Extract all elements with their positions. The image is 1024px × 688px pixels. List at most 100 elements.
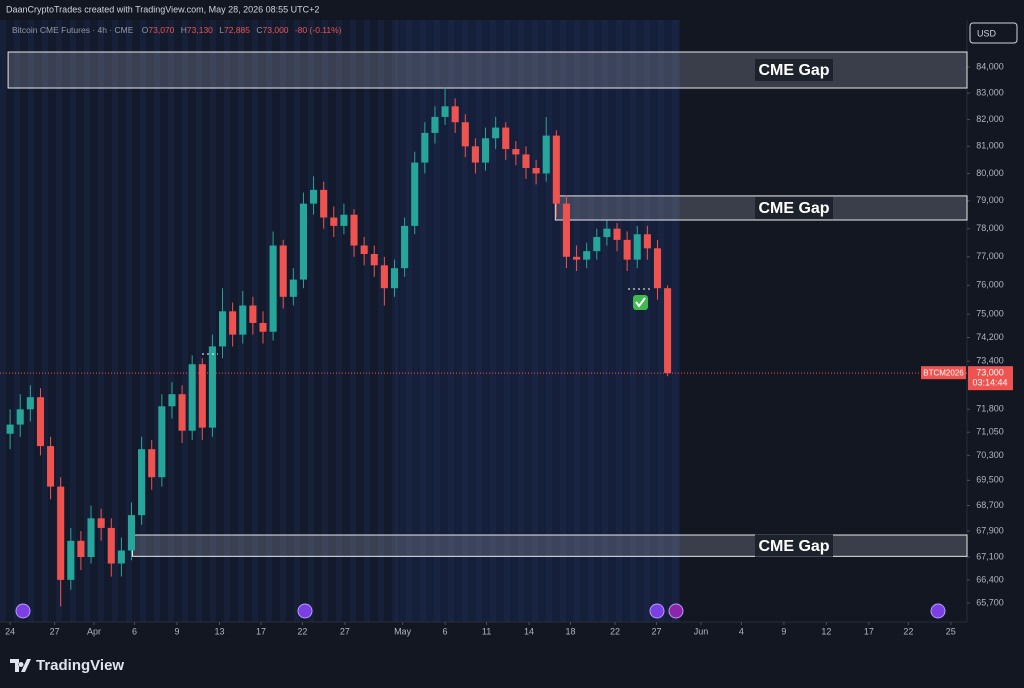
x-tick-label: 27 — [340, 626, 350, 636]
x-tick-label: 22 — [297, 626, 307, 636]
candle-body — [562, 203, 570, 257]
event-icon[interactable] — [649, 603, 665, 619]
x-tick-label: 27 — [651, 626, 661, 636]
ohlc-key: L — [219, 25, 224, 35]
symbol-tag-bg — [921, 366, 966, 380]
candle-body — [148, 449, 156, 478]
x-tick-label: 12 — [821, 626, 831, 636]
candle-body — [299, 203, 307, 280]
candle-body — [502, 127, 510, 150]
event-icons — [15, 603, 946, 619]
event-icon[interactable] — [297, 603, 313, 619]
candle-body — [279, 245, 287, 297]
candle-body — [188, 364, 196, 431]
ohlc-value: 73,130 — [187, 25, 213, 35]
x-tick-label: 9 — [175, 626, 180, 636]
candle-body — [269, 245, 277, 332]
symbol-title: Bitcoin CME Futures · 4h · CME — [12, 25, 134, 35]
candle-body — [653, 248, 662, 289]
candle-body — [138, 449, 146, 516]
gap-label-bg — [755, 59, 833, 82]
ohlc-key: H — [181, 25, 187, 35]
candle-body — [573, 256, 581, 260]
candle-body — [542, 135, 550, 174]
x-tick-label: 25 — [946, 626, 956, 636]
y-tick-label: 67,100 — [976, 551, 1004, 561]
candle-body — [481, 138, 490, 163]
y-tick-label: 80,000 — [976, 168, 1004, 178]
candle-body — [36, 397, 45, 447]
candle-body — [522, 154, 530, 168]
candle-body — [208, 346, 216, 428]
candle-body — [218, 311, 227, 347]
y-tick-label: 66,400 — [976, 574, 1004, 584]
gap-zone — [132, 534, 968, 557]
symbol-tag: BTCM2026 — [923, 368, 964, 377]
candle-body — [532, 167, 540, 174]
candle-body — [330, 217, 338, 226]
candle-body — [512, 149, 520, 155]
candle-body — [77, 540, 85, 558]
candle-body — [249, 305, 257, 323]
candle-body — [16, 409, 24, 425]
candle-body — [168, 394, 176, 407]
x-tick-label: 24 — [5, 626, 15, 636]
y-tick-label: 77,000 — [976, 251, 1004, 261]
x-tick-label: 9 — [781, 626, 786, 636]
candle-body — [401, 225, 409, 269]
y-tick-label: 84,000 — [976, 61, 1004, 71]
x-tick-label: 6 — [443, 626, 448, 636]
candle-body — [178, 394, 186, 431]
y-tick-label: 65,700 — [976, 597, 1004, 607]
ohlc-key: O — [142, 25, 149, 35]
change: -80 (-0.11%) — [295, 25, 342, 35]
x-tick-label: 22 — [610, 626, 620, 636]
x-tick-label: 11 — [482, 626, 491, 636]
plot: 84,000 83,000 82,000 81,000 80,000 79,000 78,0… — [0, 51, 1013, 636]
candle-body — [107, 527, 115, 564]
y-tick-label: 68,700 — [976, 500, 1004, 510]
event-icon[interactable] — [15, 603, 31, 619]
event-icon[interactable] — [930, 603, 946, 619]
y-tick-label: 82,000 — [976, 114, 1004, 124]
candle-body — [57, 486, 65, 580]
x-tick-label: 14 — [524, 626, 534, 636]
candle-body — [633, 234, 641, 260]
y-tick-label: 73,400 — [976, 356, 1004, 366]
last-price-bg — [968, 366, 1013, 391]
candle-body — [97, 518, 105, 528]
ohlc-value: 73,000 — [263, 25, 289, 35]
gap-label-bg — [755, 534, 833, 557]
event-icon[interactable] — [668, 603, 684, 619]
candle-body — [229, 311, 237, 335]
currency-box[interactable] — [969, 22, 1018, 44]
candle-body — [411, 162, 419, 226]
x-tick-label: 13 — [214, 626, 224, 636]
candle-body — [350, 214, 358, 246]
candle-body — [47, 446, 55, 487]
logo-mark — [10, 659, 31, 672]
candle-body — [664, 288, 672, 374]
ohlc-value: 73,070 — [148, 25, 174, 35]
y-tick-label: 74,200 — [976, 332, 1004, 342]
footer: TradingView — [36, 657, 124, 674]
candle-body — [451, 106, 459, 123]
candle-body — [431, 116, 439, 133]
candle-body — [127, 515, 136, 551]
y-tick-label: 78,000 — [976, 223, 1004, 233]
candle-body — [289, 279, 297, 297]
candle-body — [67, 540, 75, 580]
footer-logo — [10, 659, 31, 672]
countdown: 03:14:44 — [972, 378, 1007, 388]
y-tick-label: 81,000 — [976, 141, 1004, 151]
candle-body — [370, 253, 378, 266]
candle-body — [441, 106, 449, 117]
candle-body — [117, 550, 125, 564]
x-tick-label: 6 — [132, 626, 137, 636]
gap-label: CME Gap — [758, 538, 829, 555]
x-tick-label: 27 — [50, 626, 60, 636]
candle-body — [360, 245, 368, 254]
markers — [202, 288, 652, 355]
candle-body — [461, 122, 469, 147]
